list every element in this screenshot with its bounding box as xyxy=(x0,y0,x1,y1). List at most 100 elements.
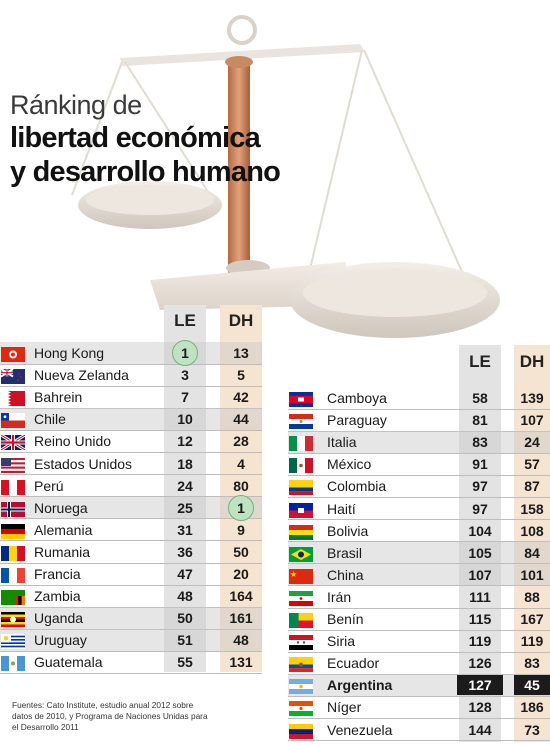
hong-kong-flag xyxy=(1,347,25,362)
table-row: Alemania 31 9 xyxy=(0,519,262,541)
row-divider xyxy=(0,363,262,365)
le-rank: 51 xyxy=(177,632,193,649)
united-states-flag xyxy=(1,457,25,473)
le-rank: 47 xyxy=(177,566,193,582)
row-divider xyxy=(0,452,262,453)
row-divider xyxy=(288,430,550,432)
le-rank: 144 xyxy=(468,721,492,738)
italy-flag xyxy=(289,436,313,452)
country-name: Paraguay xyxy=(327,412,387,429)
page-title: Ránking de libertad económica y desarrol… xyxy=(10,90,281,189)
brazil-flag xyxy=(289,546,313,562)
country-name: Hong Kong xyxy=(34,345,105,361)
table-row: Benín 115 167 xyxy=(288,608,550,630)
country-name: Siria xyxy=(327,633,356,650)
table-row: Italia 83 24 xyxy=(288,431,550,454)
peru-flag xyxy=(1,479,25,495)
dh-rank: 186 xyxy=(520,699,544,716)
venezuela-flag xyxy=(289,723,313,739)
le-rank: 18 xyxy=(177,455,193,472)
norway-flag xyxy=(1,501,25,517)
country-name: Uganda xyxy=(34,610,84,627)
le-rank: 3 xyxy=(181,367,189,384)
table-row: Zambia 48 164 xyxy=(0,585,262,607)
table-row: Uganda 50 161 xyxy=(0,607,262,630)
country-name: Chile xyxy=(34,411,66,428)
dh-rank: 45 xyxy=(524,677,540,694)
le-rank: 12 xyxy=(177,433,193,450)
row-divider xyxy=(0,540,262,542)
right-ranking-table: Camboya 58 139 Paraguay 81 107 Italia 83 24 Méxic… xyxy=(288,387,550,743)
table-row: Francia 47 20 xyxy=(0,563,262,585)
row-divider xyxy=(288,585,550,587)
country-name: Irán xyxy=(327,588,352,605)
le-rank: 58 xyxy=(472,390,488,406)
right-dh-header: DH xyxy=(519,352,545,371)
dh-rank: 50 xyxy=(233,543,249,560)
france-flag xyxy=(1,568,25,583)
row-divider xyxy=(288,629,550,631)
row-divider xyxy=(0,407,262,409)
table-row: Níger 128 186 xyxy=(288,696,550,718)
table-row: Colombia 97 87 xyxy=(288,475,550,497)
argentina-le-highlight xyxy=(457,675,503,696)
dh-rank: 28 xyxy=(233,433,249,450)
row-divider xyxy=(0,385,262,387)
colombia-flag xyxy=(289,480,313,496)
row-divider xyxy=(288,474,550,476)
table-row: Bahrein 7 42 xyxy=(0,386,262,408)
balance-scale-illustration xyxy=(71,15,500,338)
le-rank: 7 xyxy=(181,389,189,406)
united-kingdom-flag xyxy=(1,435,25,451)
country-name: Benín xyxy=(327,611,364,627)
country-name: Argentina xyxy=(327,677,393,694)
row-divider xyxy=(0,673,262,674)
new-zealand-flag xyxy=(1,369,25,385)
row-divider xyxy=(288,718,550,719)
le-rank: 24 xyxy=(177,477,193,494)
le-rank: 104 xyxy=(468,522,492,539)
country-name: Bahrein xyxy=(34,389,83,406)
country-name: Rumania xyxy=(34,543,91,560)
china-flag xyxy=(289,568,313,584)
germany-flag xyxy=(1,523,25,539)
dh-rank: 161 xyxy=(229,610,253,627)
right-le-header: LE xyxy=(469,352,491,371)
zambia-flag xyxy=(1,590,25,606)
dh-rank: 9 xyxy=(237,521,245,538)
row-divider xyxy=(288,607,550,609)
dh-rank: 119 xyxy=(520,633,544,650)
le-rank: 127 xyxy=(468,677,492,694)
dh-rank: 44 xyxy=(233,411,249,428)
le-rank: 105 xyxy=(468,544,492,561)
dh-rank: 57 xyxy=(524,456,540,473)
le-rank: 126 xyxy=(468,655,492,672)
title-line-2: libertad económica xyxy=(10,122,261,154)
le-rank: 55 xyxy=(177,654,193,671)
table-row: Hong Kong 1 13 xyxy=(0,340,262,366)
paraguay-flag xyxy=(289,414,313,430)
guatemala-flag xyxy=(1,656,25,672)
cambodia-flag xyxy=(289,392,313,407)
dh-rank: 73 xyxy=(524,721,540,738)
dh-rank: 107 xyxy=(520,412,544,429)
table-row: Nueva Zelanda 3 5 xyxy=(0,364,262,386)
dh-rank: 131 xyxy=(229,654,253,671)
dh-rank: 139 xyxy=(520,390,544,406)
dh-rank: 84 xyxy=(524,544,540,561)
dh-rank: 87 xyxy=(524,478,540,495)
le-rank: 1 xyxy=(181,345,189,361)
table-row: Venezuela 144 73 xyxy=(288,719,550,741)
row-divider xyxy=(0,429,262,431)
dh-rank: 24 xyxy=(524,434,540,451)
title-line-3: y desarrollo humano xyxy=(10,156,281,188)
table-row: Chile 10 44 xyxy=(0,408,262,431)
dh-rank: 108 xyxy=(520,522,544,539)
le-rank: 107 xyxy=(468,566,492,583)
country-name: Noruega xyxy=(34,499,88,516)
left-dh-column-bg xyxy=(220,305,262,672)
le-top-rank-circle xyxy=(172,340,198,366)
chile-flag xyxy=(1,413,25,429)
title-line-1: Ránking de xyxy=(10,90,142,120)
dh-rank: 158 xyxy=(520,500,544,517)
